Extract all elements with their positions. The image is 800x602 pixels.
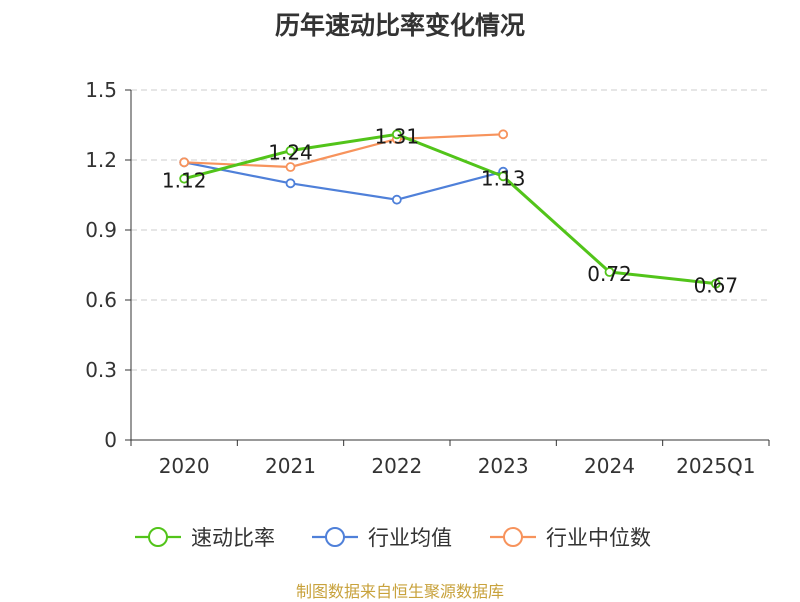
y-tick-label: 0.3: [85, 358, 117, 382]
data-labels: 1.12 1.24 1.31 1.13 0.72 0.67: [162, 124, 738, 297]
y-tick-label: 1.2: [85, 148, 117, 172]
x-tick-label: 2020: [159, 454, 210, 478]
x-tick-label: 2021: [265, 454, 316, 478]
legend: 速动比率 行业均值 行业中位数: [135, 526, 651, 550]
data-point: [179, 173, 190, 184]
data-label: 1.13: [481, 166, 526, 190]
series: [179, 129, 721, 289]
y-tick-label: 0.6: [85, 288, 117, 312]
source-note: 制图数据来自恒生聚源数据库: [295, 582, 504, 601]
axes: 0 0.3 0.6 0.9 1.2 1.5 2020 2021 2022 2023 2024 2025…: [85, 78, 770, 478]
legend-label: 行业中位数: [546, 526, 651, 550]
data-point: [391, 194, 402, 205]
legend-label: 速动比率: [191, 526, 275, 550]
gridlines: [131, 89, 769, 371]
data-label: 1.12: [162, 169, 207, 193]
data-point: [285, 178, 296, 189]
data-point: [710, 278, 721, 289]
data-point: [285, 145, 296, 156]
series-line: [183, 132, 716, 286]
data-point: [179, 157, 190, 168]
data-point: [285, 162, 296, 172]
data-point: [391, 129, 402, 140]
x-tick-label: 2022: [371, 454, 422, 478]
data-point: [604, 267, 615, 277]
legend-marker: [325, 527, 345, 547]
y-tick-label: 0: [104, 428, 117, 452]
data-label: 1.31: [375, 124, 420, 148]
y-tick-label: 0.9: [85, 218, 117, 242]
x-tick-label: 2023: [478, 454, 529, 478]
series-line: [184, 133, 504, 169]
data-label: 1.24: [268, 141, 313, 165]
chart-title: 历年速动比率变化情况: [274, 11, 525, 40]
series-line: [183, 161, 504, 201]
data-point: [498, 171, 509, 182]
x-tick-label: 2025Q1: [676, 454, 755, 478]
legend-label: 行业均值: [368, 526, 452, 550]
data-label: 0.67: [694, 274, 739, 298]
legend-marker: [503, 527, 523, 547]
data-label: 0.72: [587, 262, 632, 286]
legend-marker: [148, 527, 168, 547]
data-point: [498, 129, 509, 140]
x-tick-label: 2024: [584, 454, 635, 478]
y-tick-label: 1.5: [85, 78, 117, 102]
